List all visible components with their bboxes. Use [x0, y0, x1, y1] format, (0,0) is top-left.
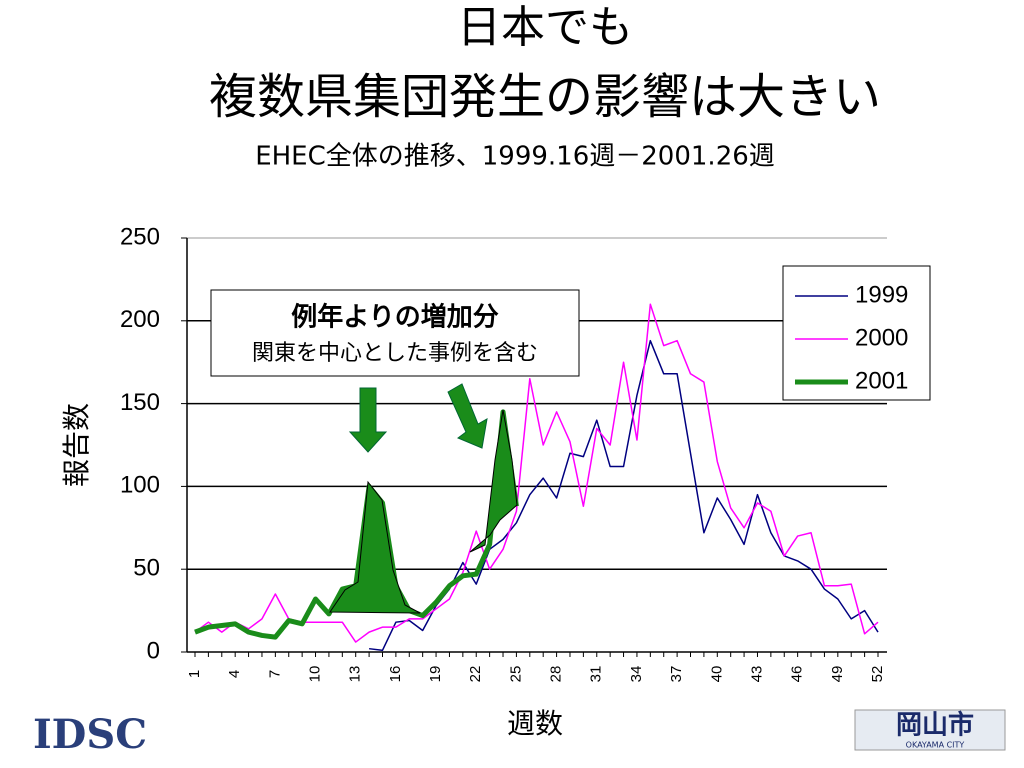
x-tick-label: 34 [628, 666, 645, 683]
y-tick-label: 200 [120, 306, 160, 333]
title-line1: 日本でも [457, 2, 633, 53]
annotation-title: 例年よりの増加分 [291, 302, 498, 333]
x-tick-label: 13 [347, 666, 364, 683]
x-tick-label: 52 [869, 666, 886, 683]
x-tick-label: 19 [427, 666, 444, 683]
increase-area [329, 480, 421, 614]
x-tick-label: 22 [467, 666, 484, 683]
y-tick-label: 150 [120, 389, 160, 416]
y-tick-label: 250 [120, 223, 160, 250]
legend-entries: 1999 2000 2001 [795, 281, 908, 394]
annotation-box [210, 289, 580, 377]
increase-area [469, 409, 518, 553]
legend-label: 1999 [855, 281, 908, 308]
plot-area: 0 50 100 150 200 250 1 4 7 10 13 16 19 22 25 28 31 34 37 40… [120, 223, 887, 682]
y-tick-label: 0 [147, 637, 160, 664]
arrow [348, 387, 388, 453]
annotation-text: 関東を中心とした事例を含む [252, 341, 538, 366]
subtitle: EHEC全体の推移、1999.16週－2001.26週 [255, 142, 775, 172]
x-tick-label: 16 [387, 666, 404, 683]
x-tick-label: 46 [789, 666, 806, 683]
x-tick-label: 4 [226, 670, 243, 678]
y-axis-label: 報告数 [60, 403, 93, 487]
x-tick-label: 1 [186, 670, 203, 678]
legend [782, 265, 931, 401]
series-line [194, 303, 879, 643]
logo-box [854, 709, 1006, 751]
logo-okayama-en: OKAYAMA CITY [906, 741, 965, 750]
title-line2: 複数県集団発生の影響は大きい [209, 69, 881, 125]
x-tick-label: 28 [548, 666, 565, 683]
legend-label: 2001 [855, 367, 908, 394]
legend-label: 2000 [855, 324, 908, 351]
x-tick-label: 40 [708, 666, 725, 683]
logo-idsc: IDSC [33, 711, 147, 758]
x-tick-label: 43 [748, 666, 765, 683]
y-tick-label: 50 [133, 555, 160, 582]
x-tick-label: 37 [668, 666, 685, 683]
x-tick-label: 10 [306, 666, 323, 683]
x-tick-label: 49 [829, 666, 846, 683]
x-axis-label: 週数 [507, 707, 563, 740]
y-tick-label: 100 [120, 472, 160, 499]
x-tick-label: 7 [266, 670, 283, 678]
arrow [447, 383, 488, 449]
logo-okayama: 岡山市 [896, 710, 974, 741]
x-tick-label: 25 [507, 666, 524, 683]
x-tick-label: 31 [588, 666, 605, 683]
